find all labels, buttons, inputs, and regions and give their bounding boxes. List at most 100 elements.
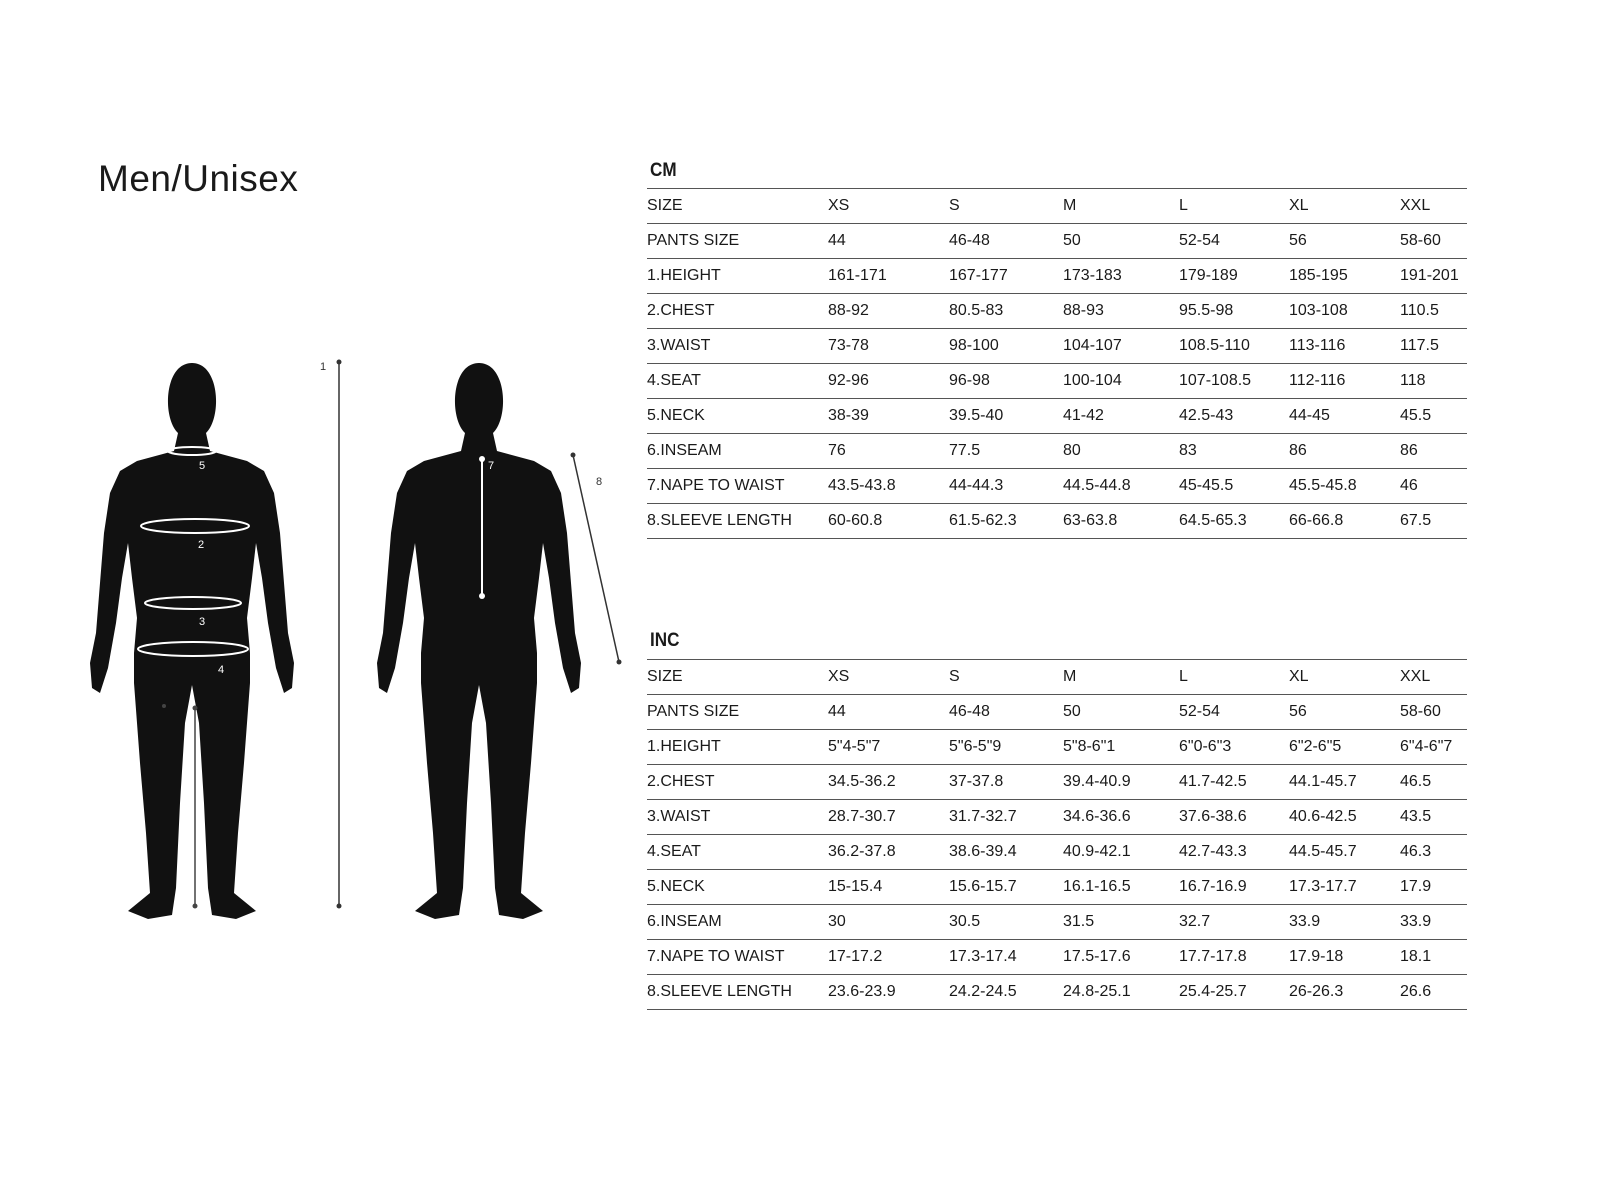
table-cell: 73-78 bbox=[828, 328, 949, 364]
table-cell: M bbox=[1063, 188, 1179, 224]
waist-measure bbox=[144, 596, 242, 610]
table-cell: 50 bbox=[1063, 694, 1179, 730]
table-cell: 56 bbox=[1289, 223, 1400, 259]
table-row: 6.INSEAM 30 30.5 31.5 32.7 33.9 33.9 bbox=[647, 904, 1467, 940]
sleeve-length-measure bbox=[572, 454, 620, 663]
table-cell: 33.9 bbox=[1289, 904, 1400, 940]
table-cell: 6"2-6"5 bbox=[1289, 729, 1400, 765]
table-row: 8.SLEEVE LENGTH 23.6-23.9 24.2-24.5 24.8-25… bbox=[647, 974, 1467, 1010]
table-cell: 191-201 bbox=[1400, 258, 1467, 294]
table-cell: 46.3 bbox=[1400, 834, 1467, 870]
table-cell: 23.6-23.9 bbox=[828, 974, 949, 1010]
table-cell: 30 bbox=[828, 904, 949, 940]
sleeve-length-label: 8 bbox=[596, 476, 602, 488]
table-row: 6.INSEAM 76 77.5 80 83 86 86 bbox=[647, 433, 1467, 469]
row-label: 1.HEIGHT bbox=[647, 729, 828, 765]
table-cell: 31.5 bbox=[1063, 904, 1179, 940]
table-cell: 45.5 bbox=[1400, 398, 1467, 434]
table-cell: 28.7-30.7 bbox=[828, 799, 949, 835]
waist-label: 3 bbox=[199, 616, 205, 628]
chest-label: 2 bbox=[198, 539, 204, 551]
row-label: 2.CHEST bbox=[647, 764, 828, 800]
table-cell: 30.5 bbox=[949, 904, 1063, 940]
table-cell: 44-44.3 bbox=[949, 468, 1063, 504]
table-cell: S bbox=[949, 659, 1063, 695]
table-cell: 6"4-6"7 bbox=[1400, 729, 1467, 765]
table-cell: 52-54 bbox=[1179, 223, 1289, 259]
table-cell: 31.7-32.7 bbox=[949, 799, 1063, 835]
inch-table-title: INC bbox=[650, 630, 680, 651]
table-cell: 26.6 bbox=[1400, 974, 1467, 1010]
seat-measure bbox=[137, 641, 249, 657]
row-label: SIZE bbox=[647, 188, 828, 224]
nape-to-waist-label: 7 bbox=[488, 460, 494, 472]
table-cell: 67.5 bbox=[1400, 503, 1467, 539]
table-cell: 96-98 bbox=[949, 363, 1063, 399]
table-cell: 45.5-45.8 bbox=[1289, 468, 1400, 504]
table-cell: 45-45.5 bbox=[1179, 468, 1289, 504]
table-cell: 98-100 bbox=[949, 328, 1063, 364]
table-cell: 77.5 bbox=[949, 433, 1063, 469]
table-cell: 37-37.8 bbox=[949, 764, 1063, 800]
table-row: PANTS SIZE 44 46-48 50 52-54 56 58-60 bbox=[647, 223, 1467, 259]
row-label: 3.WAIST bbox=[647, 328, 828, 364]
table-cell: 46-48 bbox=[949, 223, 1063, 259]
table-cell: 5"4-5"7 bbox=[828, 729, 949, 765]
table-cell: 46 bbox=[1400, 468, 1467, 504]
row-label: 1.HEIGHT bbox=[647, 258, 828, 294]
table-row: 7.NAPE TO WAIST 43.5-43.8 44-44.3 44.5-44.8… bbox=[647, 468, 1467, 504]
table-cell: 173-183 bbox=[1063, 258, 1179, 294]
row-label: 6.INSEAM bbox=[647, 433, 828, 469]
row-label: PANTS SIZE bbox=[647, 694, 828, 730]
table-cell: 5"8-6"1 bbox=[1063, 729, 1179, 765]
row-label: SIZE bbox=[647, 659, 828, 695]
table-cell: 40.6-42.5 bbox=[1289, 799, 1400, 835]
table-cell: 40.9-42.1 bbox=[1063, 834, 1179, 870]
table-cell: 43.5 bbox=[1400, 799, 1467, 835]
table-cell: 58-60 bbox=[1400, 223, 1467, 259]
table-cell: 167-177 bbox=[949, 258, 1063, 294]
table-cell: 88-93 bbox=[1063, 293, 1179, 329]
table-cell: 83 bbox=[1179, 433, 1289, 469]
row-label: 5.NECK bbox=[647, 398, 828, 434]
row-label: 7.NAPE TO WAIST bbox=[647, 468, 828, 504]
table-cell: 103-108 bbox=[1289, 293, 1400, 329]
table-cell: 44.5-44.8 bbox=[1063, 468, 1179, 504]
table-cell: 110.5 bbox=[1400, 293, 1467, 329]
table-cell: L bbox=[1179, 188, 1289, 224]
table-cell: 46-48 bbox=[949, 694, 1063, 730]
inch-size-table: SIZE XS S M L XL XXL PANTS SIZE 44 46-48 50 52-54 56… bbox=[647, 659, 1467, 1010]
table-cell: 112-116 bbox=[1289, 363, 1400, 399]
row-label: 8.SLEEVE LENGTH bbox=[647, 974, 828, 1010]
table-row: 2.CHEST 34.5-36.2 37-37.8 39.4-40.9 41.7-42.… bbox=[647, 764, 1467, 800]
table-row: 4.SEAT 92-96 96-98 100-104 107-108.5 112-116 1… bbox=[647, 363, 1467, 399]
table-cell: 37.6-38.6 bbox=[1179, 799, 1289, 835]
table-cell: 39.4-40.9 bbox=[1063, 764, 1179, 800]
table-cell: 16.1-16.5 bbox=[1063, 869, 1179, 905]
table-row: 5.NECK 15-15.4 15.6-15.7 16.1-16.5 16.7-16.9… bbox=[647, 869, 1467, 905]
table-cell: 17.9-18 bbox=[1289, 939, 1400, 975]
table-cell: 24.8-25.1 bbox=[1063, 974, 1179, 1010]
table-cell: L bbox=[1179, 659, 1289, 695]
table-cell: 34.6-36.6 bbox=[1063, 799, 1179, 835]
table-row: 7.NAPE TO WAIST 17-17.2 17.3-17.4 17.5-17.6… bbox=[647, 939, 1467, 975]
table-header-row: SIZE XS S M L XL XXL bbox=[647, 188, 1467, 224]
table-cell: 25.4-25.7 bbox=[1179, 974, 1289, 1010]
table-cell: XS bbox=[828, 659, 949, 695]
table-cell: 44 bbox=[828, 694, 949, 730]
table-header-row: SIZE XS S M L XL XXL bbox=[647, 659, 1467, 695]
table-cell: 42.7-43.3 bbox=[1179, 834, 1289, 870]
table-cell: 44.1-45.7 bbox=[1289, 764, 1400, 800]
table-row: 4.SEAT 36.2-37.8 38.6-39.4 40.9-42.1 42.7-43… bbox=[647, 834, 1467, 870]
table-row: 2.CHEST 88-92 80.5-83 88-93 95.5-98 103-108 11… bbox=[647, 293, 1467, 329]
table-cell: 46.5 bbox=[1400, 764, 1467, 800]
table-cell: 107-108.5 bbox=[1179, 363, 1289, 399]
table-cell: 95.5-98 bbox=[1179, 293, 1289, 329]
table-cell: 44.5-45.7 bbox=[1289, 834, 1400, 870]
seat-label: 4 bbox=[218, 664, 224, 676]
row-label: 3.WAIST bbox=[647, 799, 828, 835]
table-cell: 38-39 bbox=[828, 398, 949, 434]
cm-table-title: CM bbox=[650, 160, 677, 181]
table-cell: 17.3-17.7 bbox=[1289, 869, 1400, 905]
